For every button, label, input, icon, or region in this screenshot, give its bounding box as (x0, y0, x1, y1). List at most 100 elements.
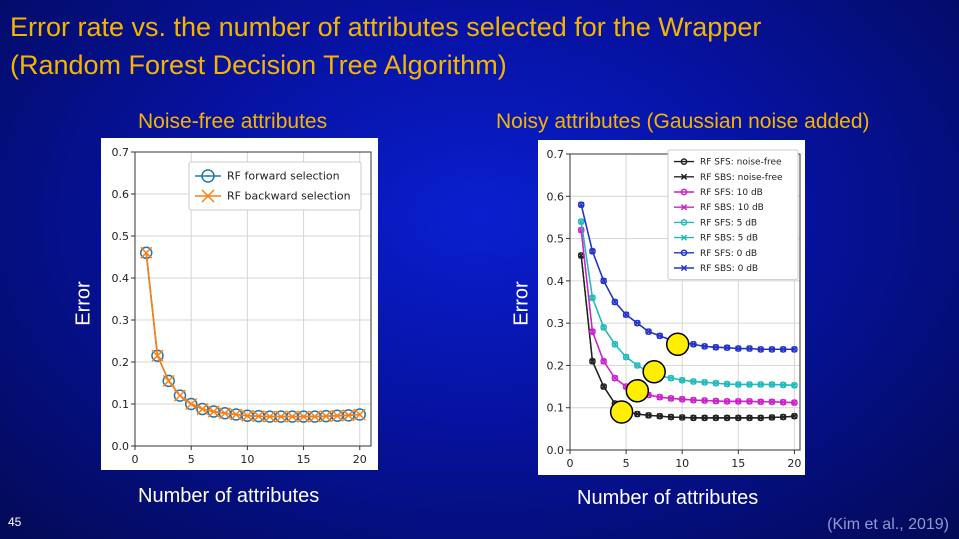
data-point-stroke (634, 362, 641, 369)
highlight-circle (609, 400, 634, 424)
data-point-stroke (241, 409, 254, 422)
data-point-stroke (746, 381, 753, 388)
data-point (353, 408, 366, 421)
y-tick-label: 0.3 (547, 317, 565, 330)
data-point-stroke (230, 408, 243, 421)
x-tick-label: 0 (567, 457, 574, 470)
data-point-stroke (712, 380, 719, 387)
y-tick-label: 0.2 (112, 356, 130, 369)
data-point (342, 409, 355, 422)
data-point-stroke (162, 374, 175, 387)
data-point-stroke (600, 383, 607, 390)
data-point (656, 332, 664, 340)
data-point-stroke (679, 396, 686, 403)
data-point-stroke (185, 397, 198, 411)
data-point (241, 409, 254, 422)
data-point (173, 389, 187, 402)
data-point (611, 374, 619, 382)
data-point (611, 341, 619, 348)
slide-number: 45 (8, 515, 22, 529)
legend: RF forward selection RF backward selectio… (188, 161, 362, 211)
y-tick-label: 0.4 (112, 272, 130, 285)
data-point (622, 311, 630, 318)
data-point (768, 398, 776, 405)
data-point (645, 328, 652, 335)
data-point-stroke (645, 328, 652, 335)
data-point-stroke (780, 346, 787, 353)
data-point (286, 410, 299, 423)
title-line-1: Error rate vs. the number of attributes … (10, 12, 762, 42)
data-point (735, 398, 742, 405)
y-tick-label: 0.5 (547, 233, 565, 246)
data-point (600, 358, 607, 365)
data-point-stroke (667, 395, 675, 402)
data-point (218, 407, 231, 420)
data-point-stroke (173, 389, 186, 402)
legend-label: RF forward selection (227, 170, 340, 183)
legend-marker (680, 219, 688, 226)
data-point (723, 344, 731, 351)
data-point (578, 201, 585, 208)
x-tick-label: 15 (731, 457, 745, 470)
data-point (768, 381, 776, 388)
data-point (791, 399, 798, 406)
data-point-stroke (656, 394, 663, 401)
data-point-stroke (757, 381, 764, 388)
legend-marker (680, 249, 688, 257)
data-point-stroke (757, 414, 764, 421)
data-point-stroke (735, 345, 742, 352)
legend-marker (680, 173, 688, 180)
data-point (701, 343, 708, 350)
data-point (196, 403, 209, 416)
y-tick-label: 0.2 (547, 359, 565, 372)
data-point-stroke (712, 344, 719, 351)
data-point (600, 324, 608, 331)
data-point (723, 380, 731, 388)
data-point-stroke (622, 353, 630, 361)
x-tick-label: 15 (297, 453, 311, 466)
legend-label: RF SFS: 0 dB (700, 249, 757, 259)
legend-marker (201, 169, 215, 183)
data-point-stroke (757, 346, 764, 353)
data-point-stroke (589, 358, 596, 365)
data-point-stroke (780, 399, 787, 406)
data-point-stroke (723, 398, 731, 405)
data-point (140, 246, 153, 259)
data-point-stroke (768, 346, 776, 353)
data-point-stroke (690, 378, 697, 385)
data-point (634, 320, 641, 327)
data-point-stroke (791, 346, 798, 353)
data-point (712, 397, 719, 405)
data-point (634, 362, 641, 369)
legend-label: RF SFS: 5 dB (700, 218, 757, 228)
citation: (Kim et al., 2019) (827, 516, 949, 533)
data-point-stroke (746, 398, 753, 405)
data-point-stroke (746, 345, 753, 352)
data-point-stroke (589, 294, 596, 301)
data-point (667, 374, 675, 382)
x-tick-label: 10 (675, 457, 689, 470)
data-point (780, 413, 787, 421)
data-point (151, 349, 164, 362)
data-point-stroke (331, 409, 344, 422)
x-tick-label: 10 (240, 453, 254, 466)
y-tick-label: 0.4 (547, 275, 565, 288)
data-point (320, 410, 333, 423)
data-point-stroke (757, 398, 764, 405)
data-point (600, 277, 608, 285)
data-point (173, 389, 186, 402)
data-point (308, 410, 321, 423)
data-point (633, 362, 641, 369)
data-point-stroke (252, 410, 265, 423)
data-point (589, 358, 596, 365)
data-point (701, 414, 708, 421)
data-point-stroke (768, 398, 776, 405)
data-point-stroke (578, 218, 585, 225)
data-point (645, 328, 652, 335)
left-chart-subtitle: Noise-free attributes (138, 110, 328, 133)
data-point-stroke (712, 397, 719, 405)
legend-marker (680, 204, 688, 211)
data-point-stroke (611, 341, 619, 348)
x-tick-label: 5 (188, 453, 195, 466)
data-point-stroke (589, 328, 596, 335)
